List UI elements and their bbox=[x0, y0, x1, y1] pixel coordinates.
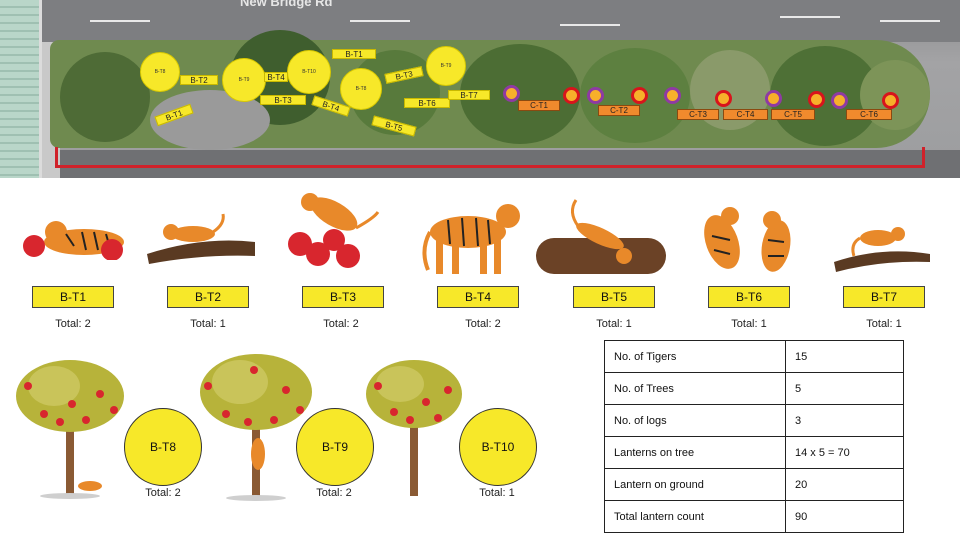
lane-marking bbox=[90, 20, 150, 22]
map-marker-b-t10[interactable]: B-T10 bbox=[287, 50, 331, 94]
ground-lantern-red bbox=[715, 90, 732, 107]
map-marker-b-t9[interactable]: B-T9 bbox=[222, 58, 266, 102]
group-total-b-t5: Total: 1 bbox=[596, 318, 632, 330]
tree-total-b-t9: Total: 2 bbox=[316, 487, 352, 499]
table-cell-value: 5 bbox=[785, 372, 904, 405]
table-cell-value: 15 bbox=[785, 340, 904, 373]
ground-lantern-red bbox=[631, 87, 648, 104]
boundary-tick bbox=[922, 147, 925, 168]
tree-marker-b-t8[interactable]: B-T8 bbox=[124, 408, 202, 486]
street-name: New Bridge Rd bbox=[240, 0, 333, 9]
map-tag-b-t3[interactable]: B-T3 bbox=[260, 95, 306, 105]
map-tag-c-t5[interactable]: C-T5 bbox=[771, 109, 815, 120]
table-cell-label: Total lantern count bbox=[604, 500, 786, 533]
table-row: No. of logs 3 bbox=[604, 404, 904, 437]
map-tag-c-t6[interactable]: C-T6 bbox=[846, 109, 892, 120]
road bbox=[0, 0, 960, 42]
lane-marking bbox=[780, 16, 840, 18]
group-label-b-t3[interactable]: B-T3 bbox=[302, 286, 384, 308]
lane-marking bbox=[880, 20, 940, 22]
building bbox=[0, 0, 42, 178]
table-cell-value: 20 bbox=[785, 468, 904, 501]
tigers-playing-icon bbox=[704, 207, 791, 272]
ground-lantern-red bbox=[808, 91, 825, 108]
ground-lantern-purple bbox=[587, 87, 604, 104]
tiger-standing-icon bbox=[422, 204, 520, 274]
ground-lantern-red bbox=[882, 92, 899, 109]
car-park bbox=[60, 150, 960, 178]
group-total-b-t3: Total: 2 bbox=[323, 318, 359, 330]
table-cell-value: 14 x 5 = 70 bbox=[785, 436, 904, 469]
table-cell-value: 3 bbox=[785, 404, 904, 437]
map-marker-b-t8[interactable]: B-T8 bbox=[340, 68, 382, 110]
table-cell-label: No. of Tigers bbox=[604, 340, 786, 373]
group-label-b-t2[interactable]: B-T2 bbox=[167, 286, 249, 308]
tree-total-b-t8: Total: 2 bbox=[145, 487, 181, 499]
boundary-line bbox=[55, 165, 925, 168]
ground-lantern-purple bbox=[765, 90, 782, 107]
group-total-b-t2: Total: 1 bbox=[190, 318, 226, 330]
group-total-b-t7: Total: 1 bbox=[866, 318, 902, 330]
lantern-tree-climbing-tiger-icon bbox=[200, 354, 312, 501]
lantern-tree-tiger-icon bbox=[16, 360, 124, 499]
table-row: Lanterns on tree 14 x 5 = 70 bbox=[604, 436, 904, 469]
tiger-on-log-icon bbox=[147, 213, 255, 264]
map-tag-c-t1[interactable]: C-T1 bbox=[518, 100, 560, 111]
group-label-b-t6[interactable]: B-T6 bbox=[708, 286, 790, 308]
lane-marking bbox=[560, 24, 620, 26]
group-total-b-t6: Total: 1 bbox=[731, 318, 767, 330]
map-tag-b-t6[interactable]: B-T6 bbox=[404, 98, 450, 108]
tiger-on-big-log-icon bbox=[536, 199, 666, 274]
map-marker-b-t9[interactable]: B-T9 bbox=[426, 46, 466, 86]
site-map: New Bridge Rd B-T8 B-T9 B-T10 B-T8 B-T9 … bbox=[0, 0, 960, 178]
map-tag-b-t4[interactable]: B-T4 bbox=[264, 72, 288, 82]
table-row: Total lantern count 90 bbox=[604, 500, 904, 533]
group-label-b-t1[interactable]: B-T1 bbox=[32, 286, 114, 308]
table-cell-label: No. of Trees bbox=[604, 372, 786, 405]
table-row: No. of Tigers 15 bbox=[604, 340, 904, 373]
tiger-pouncing-lanterns-icon bbox=[288, 193, 380, 268]
group-label-b-t7[interactable]: B-T7 bbox=[843, 286, 925, 308]
ground-lantern-purple bbox=[831, 92, 848, 109]
table-row: Lantern on ground 20 bbox=[604, 468, 904, 501]
lantern-tree-icon bbox=[366, 360, 462, 496]
group-label-b-t5[interactable]: B-T5 bbox=[573, 286, 655, 308]
table-row: No. of Trees 5 bbox=[604, 372, 904, 405]
group-label-b-t4[interactable]: B-T4 bbox=[437, 286, 519, 308]
map-tag-c-t4[interactable]: C-T4 bbox=[723, 109, 768, 120]
table-cell-label: Lantern on ground bbox=[604, 468, 786, 501]
map-tag-b-t1[interactable]: B-T1 bbox=[332, 49, 376, 59]
ground-lantern-purple bbox=[664, 87, 681, 104]
ground-lantern-purple bbox=[503, 85, 520, 102]
map-marker-b-t8[interactable]: B-T8 bbox=[140, 52, 180, 92]
park-area bbox=[50, 30, 930, 150]
tree-marker-b-t9[interactable]: B-T9 bbox=[296, 408, 374, 486]
group-total-b-t1: Total: 2 bbox=[55, 318, 91, 330]
table-cell-label: Lanterns on tree bbox=[604, 436, 786, 469]
summary-table: No. of Tigers 15 No. of Trees 5 No. of l… bbox=[604, 340, 904, 533]
ground-lantern-red bbox=[563, 87, 580, 104]
group-total-b-t4: Total: 2 bbox=[465, 318, 501, 330]
tree-marker-b-t10[interactable]: B-T10 bbox=[459, 408, 537, 486]
map-tag-b-t7[interactable]: B-T7 bbox=[448, 90, 490, 100]
table-cell-label: No. of logs bbox=[604, 404, 786, 437]
tree-total-b-t10: Total: 1 bbox=[479, 487, 515, 499]
table-cell-value: 90 bbox=[785, 500, 904, 533]
map-tag-c-t2[interactable]: C-T2 bbox=[598, 105, 640, 116]
map-tag-b-t2[interactable]: B-T2 bbox=[180, 75, 218, 85]
map-tag-c-t3[interactable]: C-T3 bbox=[677, 109, 719, 120]
lane-marking bbox=[350, 20, 410, 22]
tiger-on-branch-icon bbox=[834, 227, 930, 272]
tiger-lying-with-lanterns-icon bbox=[23, 221, 124, 260]
boundary-tick bbox=[55, 147, 58, 168]
